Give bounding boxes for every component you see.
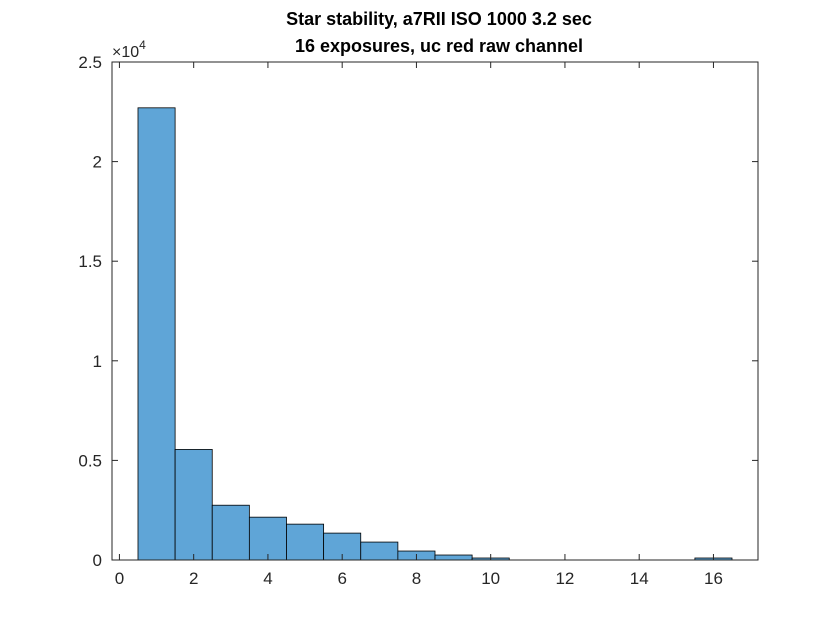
histogram-bar <box>248 516 287 561</box>
histogram-bars <box>137 107 733 561</box>
exponent-multiplier: ×10 <box>112 44 139 61</box>
x-tick-label: 8 <box>412 569 421 588</box>
y-tick-label: 2.5 <box>78 53 102 72</box>
histogram-bar <box>137 107 176 561</box>
y-tick-label: 0.5 <box>78 451 102 470</box>
x-tick-label: 2 <box>189 569 198 588</box>
y-tick-label: 2 <box>93 153 102 172</box>
x-axis-ticks: 0 2 4 6 8 10 12 14 16 <box>115 62 723 588</box>
histogram-bar <box>286 523 325 561</box>
plot-area-border <box>111 61 759 561</box>
x-tick-label: 12 <box>555 569 574 588</box>
chart-title-line-2: 16 exposures, uc red raw channel <box>295 36 583 56</box>
x-tick-label: 14 <box>630 569 649 588</box>
y-tick-label: 1.5 <box>78 252 102 271</box>
histogram-bar <box>360 541 399 561</box>
x-tick-label: 16 <box>704 569 723 588</box>
x-tick-label: 6 <box>337 569 346 588</box>
chart-title-line-1: Star stability, a7RII ISO 1000 3.2 sec <box>286 9 592 29</box>
y-axis-exponent-label: ×104 <box>112 38 146 61</box>
y-tick-label: 1 <box>93 352 102 371</box>
y-axis-ticks: 0 0.5 1 1.5 2 2.5 <box>78 53 758 570</box>
x-tick-label: 10 <box>481 569 500 588</box>
x-tick-label: 4 <box>263 569 272 588</box>
histogram-bar <box>434 554 473 561</box>
x-tick-label: 0 <box>115 569 124 588</box>
histogram-bar <box>174 449 213 561</box>
histogram-bar <box>211 504 250 561</box>
exponent-power: 4 <box>139 38 146 52</box>
y-tick-label: 0 <box>93 551 102 570</box>
